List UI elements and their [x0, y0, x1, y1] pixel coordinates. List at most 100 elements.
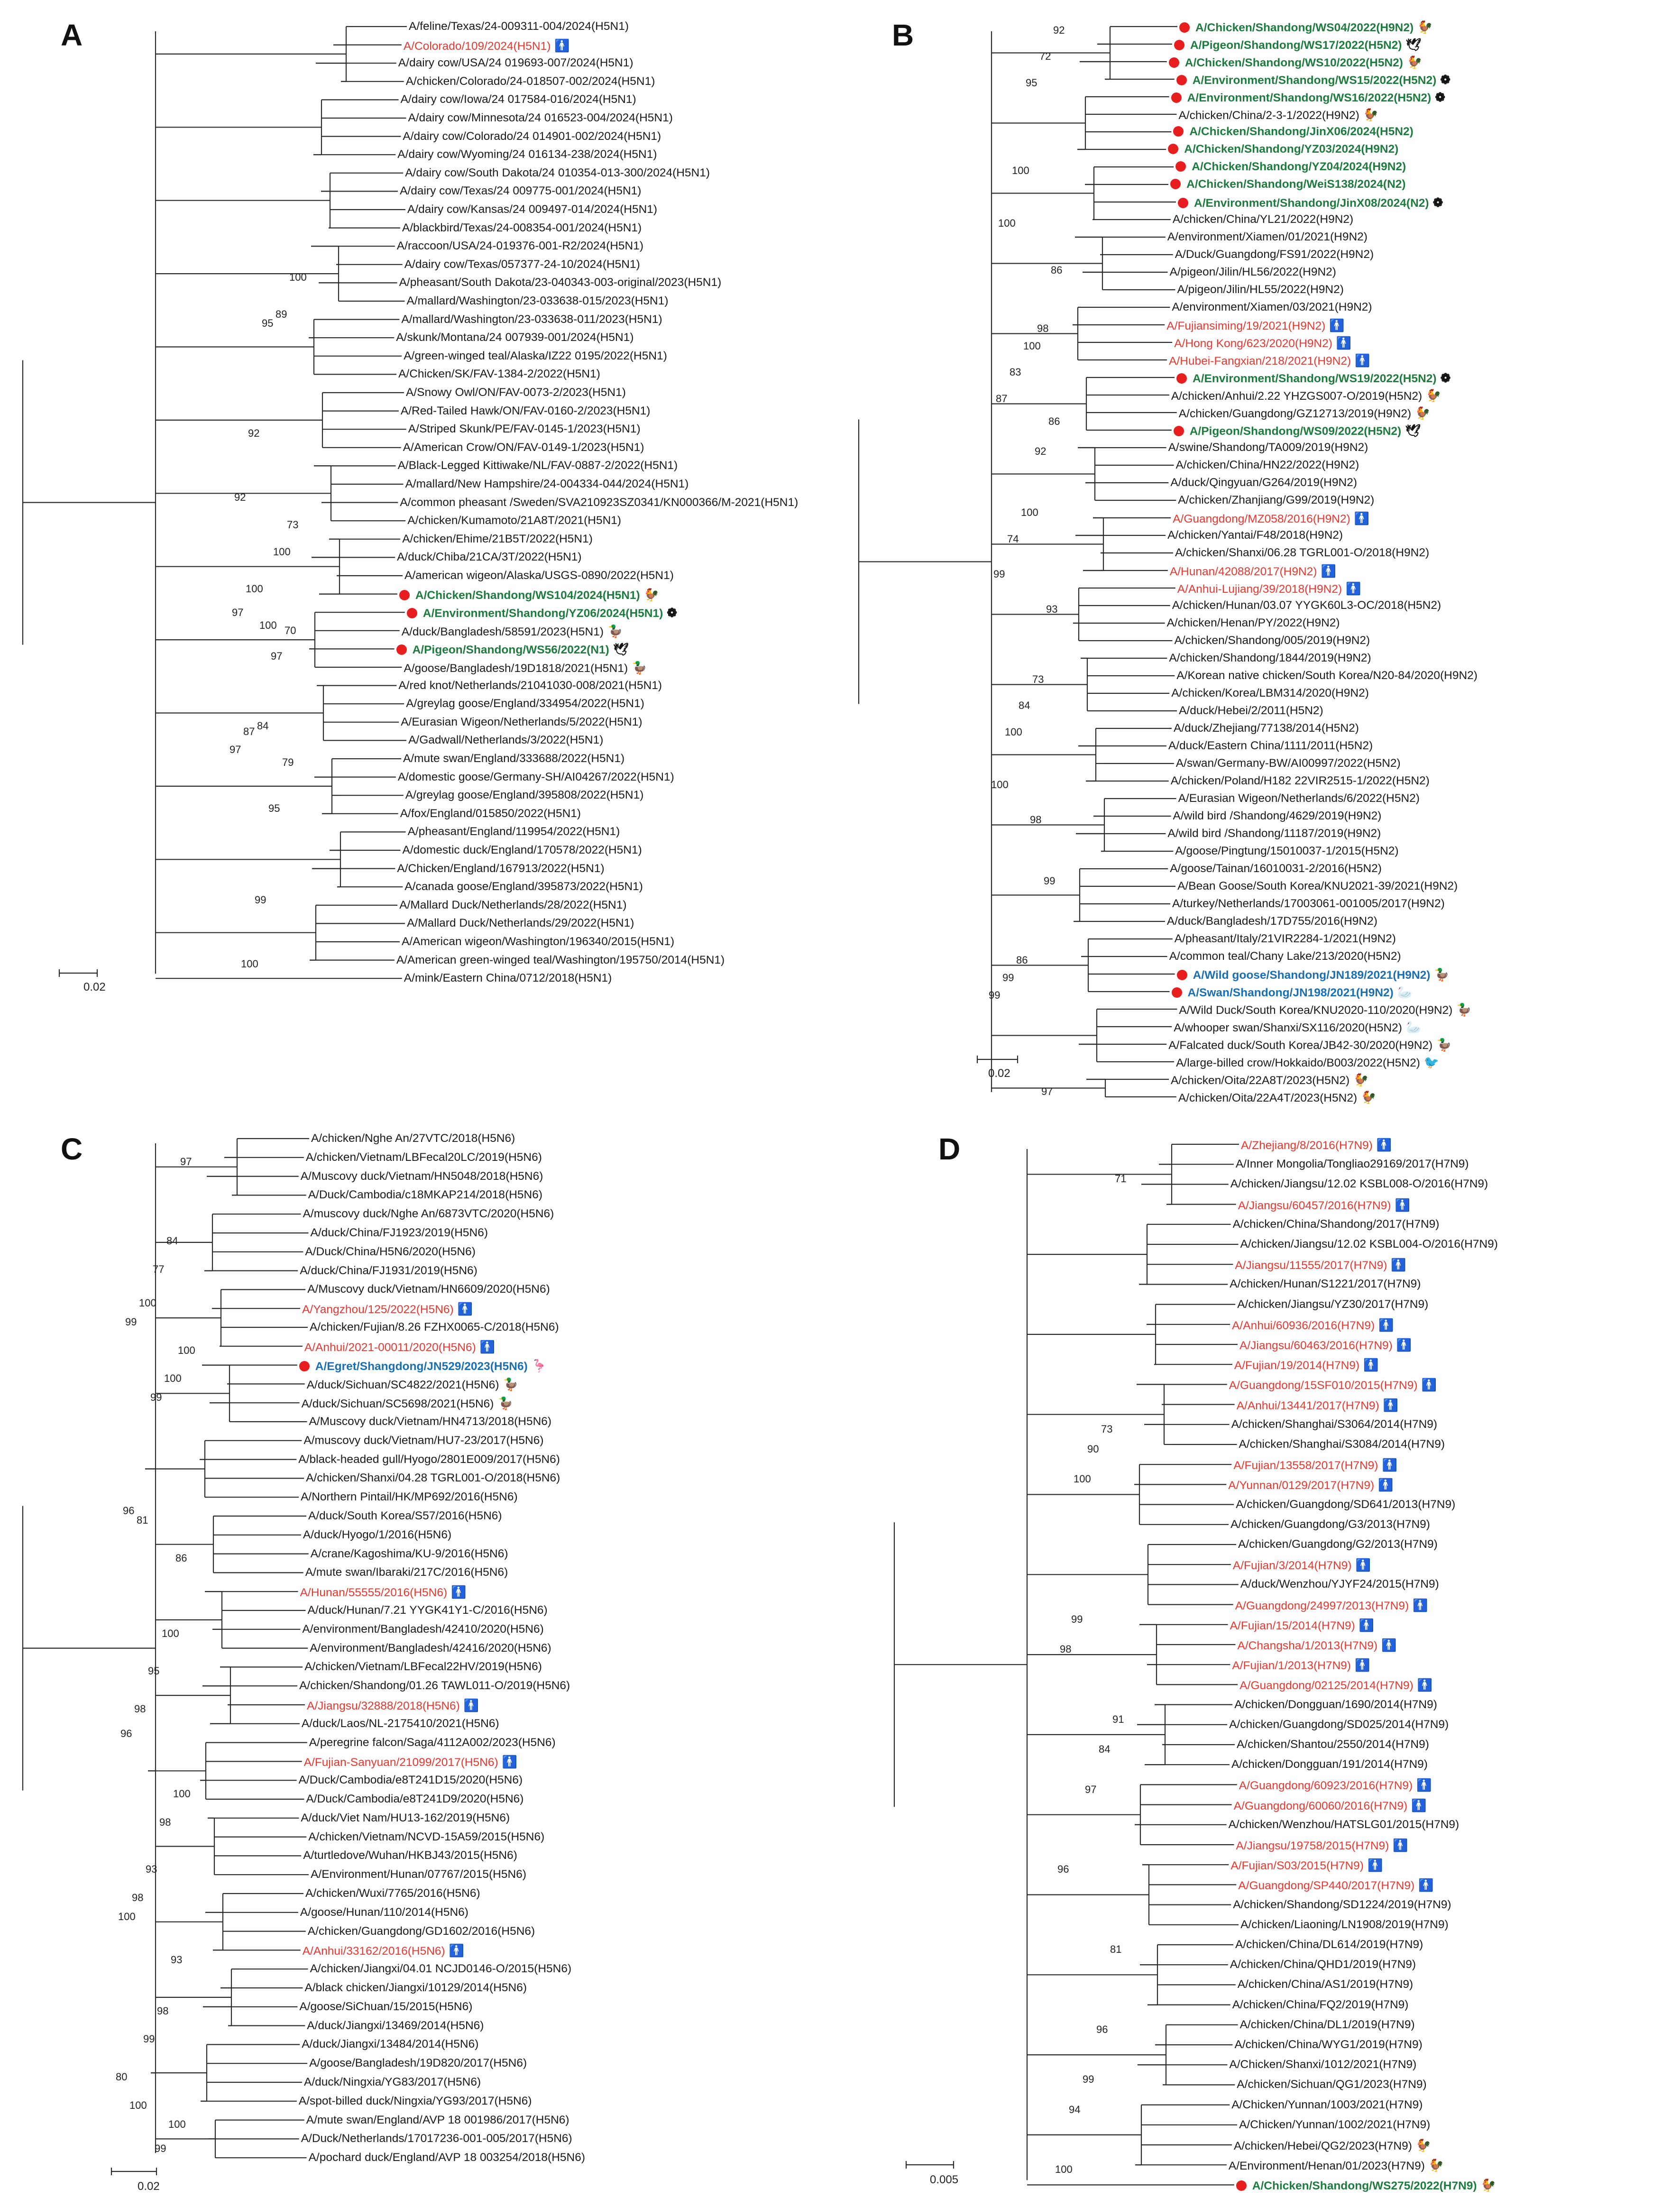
chicken-icon: 🐓 [1415, 406, 1431, 420]
strain-name: A/chicken/Shanxi/04.28 TGRL001-O/2018(H5… [306, 1471, 560, 1485]
strain-name: A/duck/Sichuan/SC5698/2021(H5N6) [301, 1398, 494, 1411]
tip-label: A/duck/Jiangxi/13484/2014(H5N6) [302, 2039, 478, 2051]
strain-name: A/greylag goose/England/334954/2022(H5N1… [406, 697, 644, 710]
bootstrap-value: 100 [178, 1344, 195, 1356]
tip-label: A/Hunan/55555/2016(H5N6) 🚹 [300, 1586, 467, 1599]
tip-label: A/Guangdong/15SF010/2015(H7N9) 🚹 [1229, 1379, 1437, 1392]
strain-name: A/whooper swan/Shanxi/SX116/2020(H5N2) [1174, 1021, 1402, 1034]
strain-name: A/chicken/Shanxi/06.28 TGRL001-O/2018(H9… [1175, 546, 1430, 559]
tip-label: A/duck/Hebei/2/2011(H5N2) [1179, 705, 1323, 717]
human-icon: 🚹 [1413, 1598, 1428, 1612]
environment-icon: ❁ [1432, 195, 1443, 210]
human-icon: 🚹 [1346, 581, 1361, 596]
tip-label: A/Jiangsu/11555/2017(H7N9) 🚹 [1235, 1259, 1406, 1272]
tip-label: A/duck/Sichuan/SC5698/2021(H5N6) 🦆 [302, 1397, 513, 1410]
strain-name: A/pigeon/Jilin/HL56/2022(H9N2) [1169, 266, 1336, 278]
human-icon: 🚹 [1329, 318, 1345, 332]
bootstrap-value: 99 [150, 1391, 162, 1404]
marker-dot [399, 589, 410, 600]
marker-dot [1173, 126, 1184, 137]
human-icon: 🚹 [1359, 1618, 1375, 1632]
tip-label: A/crane/Kagoshima/KU-9/2016(H5N6) [311, 1548, 508, 1560]
tip-label: A/Guangdong/60060/2016(H7N9) 🚹 [1234, 1799, 1427, 1812]
strain-name: A/chicken/Sichuan/QG1/2023(H7N9) [1237, 2078, 1427, 2091]
strain-name: A/Muscovy duck/Vietnam/HN4713/2018(H5N6) [309, 1415, 552, 1428]
strain-name: A/Guangdong/15SF010/2015(H7N9) [1229, 1379, 1418, 1392]
bootstrap-value: 100 [164, 1372, 182, 1385]
strain-name: A/Environment/Shandong/YZ06/2024(H5N1) [422, 607, 663, 620]
bootstrap-value: 98 [1030, 813, 1042, 826]
strain-name: A/blackbird/Texas/24-008354-001/2024(H5N… [402, 221, 642, 234]
bootstrap-value: 97 [271, 650, 283, 662]
human-icon: 🚹 [1355, 353, 1370, 368]
tip-label: A/chicken/China/QHD1/2019(H7N9) [1230, 1959, 1416, 1971]
falcated-duck-icon: 🦆 [1436, 1038, 1452, 1052]
strain-name: A/Chicken/Yunnan/1003/2021(H7N9) [1231, 2098, 1423, 2111]
bootstrap-value: 98 [134, 1702, 146, 1715]
tip-label: A/dairy cow/Wyoming/24 016134-238/2024(H… [397, 148, 657, 161]
strain-name: A/Chicken/Shandong/WeiS138/2024(N2) [1186, 178, 1406, 191]
marker-dot [1178, 198, 1188, 208]
strain-name: A/Chicken/Yunnan/1002/2021(H7N9) [1239, 2118, 1431, 2131]
environment-icon: ❁ [1440, 371, 1451, 385]
strain-name: A/dairy cow/Minnesota/24 016523-004/2024… [408, 111, 673, 124]
tip-label: A/chicken/China/AS1/2019(H7N9) [1238, 1979, 1413, 1991]
strain-name: A/chicken/Guangdong/SD641/2013(H7N9) [1236, 1498, 1456, 1511]
strain-name: A/greylag goose/England/395808/2022(H5N1… [405, 789, 644, 802]
goose-icon: 🦆 [632, 661, 647, 675]
tree-branches [22, 26, 407, 979]
tip-label: A/chicken/Poland/H182 22VIR2515-1/2022(H… [1171, 775, 1430, 787]
strain-name: A/red knot/Netherlands/21041030-008/2021… [398, 679, 662, 692]
strain-name: A/duck/Hunan/7.21 YYGK41Y1-C/2016(H5N6) [307, 1604, 548, 1617]
tip-label: A/black chicken/Jiangxi/10129/2014(H5N6) [305, 1982, 527, 1994]
tip-label: A/chicken/Hunan/03.07 YYGK60L3-OC/2018(H… [1172, 599, 1441, 612]
tip-label: A/duck/Bangladesh/58591/2023(H5N1) 🦆 [402, 625, 623, 638]
tip-label: A/Pigeon/Shandong/WS17/2022(H5N2) 🕊 [1174, 38, 1421, 52]
strain-name: A/chicken/Hunan/03.07 YYGK60L3-OC/2018(H… [1172, 599, 1441, 612]
strain-name: A/muscovy duck/Nghe An/6873VTC/2020(H5N6… [303, 1207, 554, 1221]
strain-name: A/dairy cow/Texas/057377-24-10/2024(H5N1… [404, 257, 640, 271]
bootstrap-value: 81 [1110, 1943, 1122, 1956]
tip-label: A/large-billed crow/Hokkaido/B003/2022(H… [1176, 1056, 1439, 1069]
strain-name: A/chicken/Guangdong/GZ12713/2019(H9N2) [1178, 407, 1412, 420]
bootstrap-value: 84 [257, 720, 269, 732]
strain-name: A/black chicken/Jiangxi/10129/2014(H5N6) [304, 1981, 527, 1994]
strain-name: A/dairy cow/Texas/24 009775-001/2024(H5N… [400, 184, 642, 198]
human-icon: 🚹 [1378, 1317, 1394, 1332]
tip-label: A/chicken/Shantou/2550/2014(H7N9) [1237, 1738, 1429, 1751]
strain-name: A/mute swan/Ibaraki/217C/2016(H5N6) [305, 1566, 508, 1579]
tip-label: A/muscovy duck/Nghe An/6873VTC/2020(H5N6… [303, 1208, 554, 1220]
tip-label: A/chicken/Kumamoto/21A8T/2021(H5N1) [407, 515, 621, 527]
tip-label: A/mute swan/England/AVP 18 001986/2017(H… [306, 2114, 569, 2126]
tip-label: A/Red-Tailed Hawk/ON/FAV-0160-2/2023(H5N… [401, 405, 651, 417]
strain-name: A/goose/Pingtung/15010037-1/2015(H5N2) [1175, 845, 1399, 857]
bootstrap-value: 100 [139, 1297, 156, 1309]
strain-name: A/chicken/Shandong/SD1224/2019(H7N9) [1233, 1898, 1451, 1911]
bootstrap-value: 86 [175, 1552, 187, 1564]
human-icon: 🚹 [1421, 1378, 1437, 1392]
bootstrap-value: 100 [118, 1910, 136, 1922]
bootstrap-value: 97 [1085, 1783, 1097, 1795]
bootstrap-value: 86 [1051, 264, 1063, 276]
tip-label: A/turkey/Netherlands/17003061-001005/201… [1172, 898, 1445, 910]
bootstrap-value: 70 [285, 625, 296, 637]
bootstrap-value: 100 [259, 619, 277, 631]
strain-name: A/duck/Qingyuan/G264/2019(H9N2) [1170, 476, 1357, 489]
strain-name: A/chicken/Guangdong/GD1602/2016(H5N6) [307, 1924, 535, 1938]
bootstrap-value: 94 [1069, 2103, 1081, 2115]
tip-label: A/Eurasian Wigeon/Netherlands/5/2022(H5N… [401, 716, 642, 728]
tip-label: A/chicken/Guangdong/GD1602/2016(H5N6) [307, 1924, 535, 1938]
strain-name: A/Anhui/33162/2016(H5N6) [302, 1945, 445, 1958]
human-icon: 🚹 [1336, 336, 1352, 350]
tip-label: A/Swan/Shandong/JN198/2021(H9N2) 🦢 [1171, 986, 1413, 999]
strain-name: A/American wigeon/Washington/196340/2015… [402, 935, 675, 948]
strain-name: A/dairy cow/Kansas/24 009497-014/2024(H5… [407, 203, 658, 216]
bootstrap-value: 96 [120, 1727, 132, 1739]
tip-label: A/Duck/China/H5N6/2020(H5N6) [305, 1246, 476, 1258]
strain-name: A/Korean native chicken/South Korea/N20-… [1176, 669, 1478, 682]
tip-label: A/Hubei-Fangxian/218/2021(H9N2) 🚹 [1169, 354, 1370, 368]
strain-name: A/swan/Germany-BW/AI00997/2022(H5N2) [1175, 757, 1401, 770]
strain-name: A/Chicken/Shandong/WS10/2022(H5N2) [1184, 56, 1403, 69]
strain-name: A/chicken/Shantou/2550/2014(H7N9) [1237, 1738, 1429, 1751]
strain-name: A/spot-billed duck/Ningxia/YG93/2017(H5N… [298, 2094, 532, 2107]
